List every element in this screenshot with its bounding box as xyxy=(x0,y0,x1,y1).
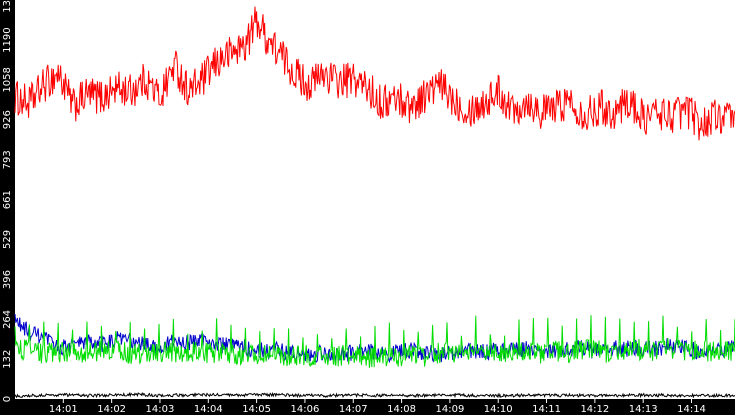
y-tick-label: 661 xyxy=(2,190,13,209)
series-line xyxy=(14,6,735,141)
x-tick-label: 14:07 xyxy=(339,404,368,415)
y-tick-label: 396 xyxy=(2,270,13,289)
y-tick-label: 1058 xyxy=(2,67,13,92)
x-tick-label: 14:01 xyxy=(49,404,78,415)
y-tick-label: 793 xyxy=(2,150,13,169)
x-tick-label: 14:08 xyxy=(387,404,416,415)
y-tick-label: 926 xyxy=(2,110,13,129)
x-tick-label: 14:04 xyxy=(194,404,223,415)
x-tick-label: 14:11 xyxy=(532,404,561,415)
y-tick-label: 529 xyxy=(2,230,13,249)
x-tick-label: 14:10 xyxy=(484,404,513,415)
series-line xyxy=(14,315,735,368)
x-tick-label: 14:12 xyxy=(580,404,609,415)
y-tick-label: 0 xyxy=(2,396,13,402)
x-tick-label: 14:05 xyxy=(242,404,271,415)
y-tick-label: 132 xyxy=(2,350,13,369)
x-tick-label: 14:02 xyxy=(97,404,126,415)
y-tick-label: 1190 xyxy=(2,27,13,52)
y-tick-label: 264 xyxy=(2,310,13,329)
x-tick-label: 14:09 xyxy=(435,404,464,415)
x-tick-label: 14:03 xyxy=(146,404,175,415)
x-tick-label: 14:14 xyxy=(677,404,706,415)
x-tick-label: 14:13 xyxy=(629,404,658,415)
y-tick-label: 1323 xyxy=(2,0,13,13)
x-tick-label: 14:06 xyxy=(291,404,320,415)
series-line xyxy=(14,391,735,399)
